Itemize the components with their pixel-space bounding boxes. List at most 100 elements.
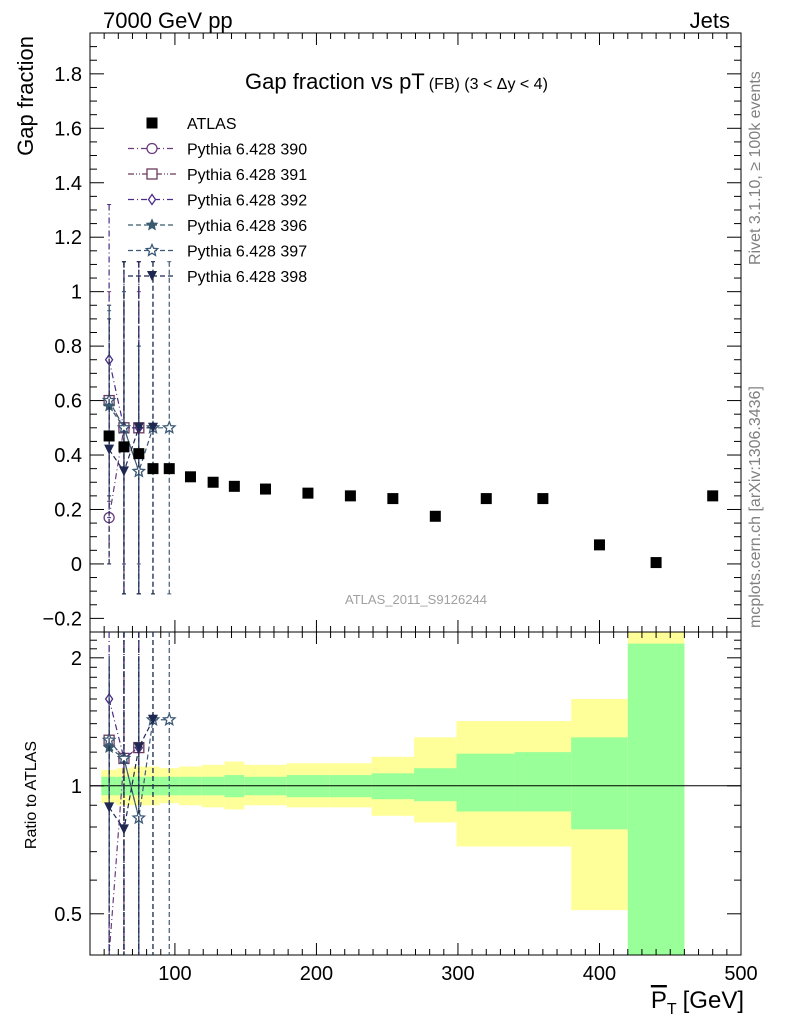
data-point [104,444,115,455]
legend-marker [144,242,160,257]
atlas-data-point [344,490,356,502]
atlas-data-point [207,476,219,488]
chart-title-main: Gap fraction vs pT [245,69,425,94]
x-axis-label-main: P [651,987,667,1014]
atlas-data-point [707,490,719,502]
process-label: Jets [690,8,730,33]
green-band-bin [571,737,628,830]
legend-marker [146,117,158,129]
y-tick-label: 0.8 [54,336,82,358]
legend-entry: ATLAS [146,116,237,133]
atlas-data-point [103,430,115,442]
y-tick-label: 0.4 [54,445,82,467]
ratio-uncertainty-bands [101,632,685,955]
legend-marker [147,193,157,206]
x-tick-label: 100 [158,963,191,985]
atlas-data [103,430,719,569]
atlas-data-point [593,539,605,551]
ratio-point [104,802,115,813]
x-tick-label: 400 [583,963,616,985]
legend-entry: Pythia 6.428 398 [128,269,307,286]
green-band-bin [456,753,515,812]
atlas-data-point [118,441,130,453]
main-panel-axes: −0.2 0 0.2 0.4 0.6 0.8 1 1.2 1.4 1.6 1.8 [43,32,742,633]
y-tick-label: 1.6 [54,118,82,140]
analysis-id-label: ATLAS_2011_S9126244 [345,592,487,607]
data-point [147,422,158,433]
ratio-line [108,719,154,831]
ratio-point [147,714,158,725]
y-tick-label: 1.4 [54,173,82,195]
y-tick-label: 1.8 [54,64,82,86]
x-axis-label-sub: T [667,1001,677,1018]
green-band-bin [627,643,685,955]
y-tick-label: 2 [71,648,82,670]
legend-entry: Pythia 6.428 390 [128,142,307,159]
ratio-y-axis-label: Ratio to ATLAS [23,741,40,849]
main-panel-series [101,204,719,595]
x-tick-label: 300 [441,963,474,985]
ratio-series-pythia-6-428-398 [104,632,158,955]
atlas-data-point [228,480,240,492]
atlas-data-point [387,493,399,505]
ratio-point [161,712,177,726]
y-tick-label: 1 [71,282,82,304]
main-y-axis-label: Gap fraction [13,36,38,156]
y-tick-label: −0.2 [43,608,82,630]
atlas-data-point [163,463,175,475]
x-tick-label: 500 [724,963,757,985]
y-tick-label: 1 [71,776,82,798]
data-point [133,422,144,433]
legend-marker [146,142,158,155]
rivet-version-label: Rivet 3.1.10, ≥ 100k events [747,71,764,265]
legend-label: Pythia 6.428 391 [187,167,307,184]
legend-entry: Pythia 6.428 391 [128,167,307,184]
atlas-data-point [147,463,159,475]
x-axis-label-unit: [GeV] [683,987,744,1014]
legend: ATLAS Pythia 6.428 390 Pythia 6.428 391 Pyt… [128,116,307,286]
data-point [118,466,129,477]
atlas-data-point [480,493,492,505]
x-axis-label: PT [GeV] [651,987,744,1018]
legend-marker [147,271,157,281]
legend-label: Pythia 6.428 392 [187,193,307,210]
atlas-data-point [184,471,196,483]
legend-marker [145,218,159,231]
legend-label: Pythia 6.428 398 [187,269,307,286]
mcplots-source-label: mcplots.cern.ch [arXiv:1306.3436] [747,386,764,628]
ratio-point [133,742,144,753]
legend-label: Pythia 6.428 396 [187,218,307,235]
y-tick-label: 0 [71,554,82,576]
legend-marker [146,168,158,180]
data-point [161,420,177,434]
atlas-data-point [429,510,441,522]
series-line [108,400,170,474]
ratio-panel-series [101,632,177,956]
green-band-bin [414,768,457,802]
ratio-point [118,824,129,835]
x-tick-label: 200 [300,963,333,985]
y-tick-label: 0.2 [54,499,82,521]
ratio-panel-axes: 100 200 300 400 500 0.5 1 2 [54,631,758,985]
atlas-data-point [259,483,271,495]
series-line [108,427,153,473]
legend-label: Pythia 6.428 390 [187,142,307,159]
atlas-data-point [650,557,662,569]
atlas-data-point [537,493,549,505]
legend-entry: Pythia 6.428 396 [128,218,307,235]
atlas-data-point [133,448,145,460]
chart-title-sub: (FB) (3 < Δy < 4) [429,76,548,93]
legend-label: ATLAS [187,116,237,133]
energy-label: 7000 GeV pp [103,8,233,33]
green-band-bin [514,752,572,812]
legend-entry: Pythia 6.428 397 [128,242,307,261]
legend-entry: Pythia 6.428 392 [128,193,307,210]
y-tick-label: 1.2 [54,227,82,249]
series-pythia-6-428-398 [104,261,158,595]
chart-title: Gap fraction vs pT (FB) (3 < Δy < 4) [245,69,548,94]
legend-label: Pythia 6.428 397 [187,244,307,261]
y-tick-label: 0.5 [54,904,82,926]
y-tick-label: 0.6 [54,391,82,413]
atlas-data-point [302,487,314,499]
